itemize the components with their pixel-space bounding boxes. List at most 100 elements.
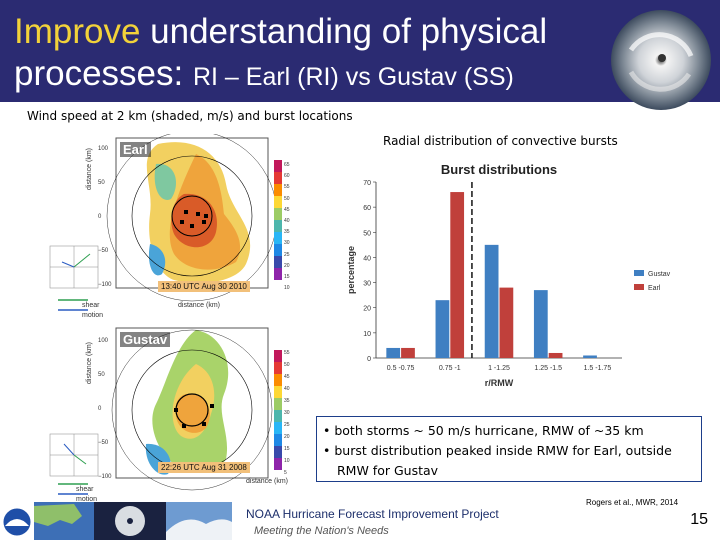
legend-swatch-gustav: [634, 270, 644, 276]
gustav-wind-plot: [49, 327, 282, 495]
earl-timestamp: 13:40 UTC Aug 30 2010: [158, 281, 250, 292]
gustav-colorbar-tick: 20: [284, 434, 290, 440]
earl-colorbar-tick: 25: [284, 251, 290, 258]
y-tick-label: 20: [363, 306, 371, 313]
bar-earl: [450, 192, 465, 358]
earl-y-tick: −100: [98, 282, 112, 288]
footer-image-strip: [0, 502, 232, 540]
bar-gustav: [435, 300, 450, 358]
slide-title-line1: Improve understanding of physical: [14, 12, 547, 52]
gustav-x-label: distance (km): [246, 478, 289, 485]
earl-y-tick: 100: [98, 146, 109, 152]
earl-panel: Earl 13:40 UTC Aug 30 2010 shear motion …: [46, 130, 346, 324]
gustav-title: Gustav: [120, 332, 171, 347]
gustav-timestamp: 22:26 UTC Aug 31 2008: [158, 462, 250, 473]
legend-label-gustav: Gustav: [648, 271, 671, 278]
y-tick-label: 0: [367, 356, 371, 363]
bar-gustav: [386, 347, 401, 358]
gustav-colorbar-tick: 45: [284, 374, 290, 380]
x-tick-label: 0.5 -0.75: [387, 365, 415, 372]
y-tick-label: 10: [363, 331, 371, 338]
gustav-colorbar-tick: 25: [284, 422, 290, 428]
gustav-y-tick: −100: [98, 474, 112, 480]
earl-colorbar-tick: 20: [284, 262, 290, 269]
footer-project: NOAA Hurricane Forecast Improvement Proj…: [246, 507, 499, 521]
gustav-y-tick: 100: [98, 338, 109, 344]
bar-earl: [401, 347, 415, 358]
earl-colorbar-tick: 15: [284, 274, 290, 280]
earl-shear-label: shear: [82, 302, 100, 309]
gustav-motion-label: motion: [76, 496, 98, 503]
earl-colorbar-tick: 50: [284, 195, 290, 202]
earl-colorbar-tick: 55: [284, 184, 290, 191]
y-tick-label: 50: [363, 230, 371, 237]
burst-distribution-chart: Burst distributions 0 10 20 30 40 50 60 70 percen…: [346, 162, 671, 388]
gustav-colorbar-tick: 55: [284, 350, 290, 356]
legend-swatch-earl: [634, 284, 644, 290]
earl-motion-label: motion: [82, 312, 104, 319]
x-tick-label: 1 -1.25: [488, 365, 510, 372]
earl-colorbar-tick: 10: [284, 285, 290, 292]
earl-colorbar-tick: 35: [284, 229, 290, 236]
bar-gustav: [583, 355, 597, 358]
bullet-2-continued: RMW for Gustav: [337, 463, 439, 478]
gulf-map-thumbnail-icon: [34, 502, 94, 540]
earl-colorbar-tick: 45: [284, 206, 290, 213]
wind-caption: Wind speed at 2 km (shaded, m/s) and bur…: [27, 109, 353, 123]
y-tick-label: 40: [363, 255, 371, 262]
gustav-colorbar-tick: 30: [284, 410, 290, 416]
gustav-shear-label: shear: [76, 486, 94, 493]
bullet-2: • burst distribution peaked inside RMW f…: [323, 443, 672, 458]
gustav-colorbar-tick: 50: [284, 362, 290, 368]
earl-colorbar-tick: 60: [284, 173, 290, 180]
earl-y-tick: 50: [98, 180, 105, 186]
bar-gustav: [533, 290, 548, 358]
gustav-colorbar-tick: 10: [284, 458, 290, 464]
gustav-y-label: distance (km): [86, 341, 93, 384]
legend-label-earl: Earl: [648, 285, 661, 292]
earl-y-label: distance (km): [86, 147, 93, 190]
bullet-1: • both storms ~ 50 m/s hurricane, RMW of…: [323, 423, 644, 438]
earl-colorbar-tick: 30: [284, 240, 290, 247]
gustav-y-tick: 0: [98, 406, 102, 412]
gustav-panel: Gustav 22:26 UTC Aug 31 2008 shear motio…: [46, 324, 346, 504]
hurricane-satellite-icon: [611, 10, 711, 110]
earl-x-label: distance (km): [178, 302, 221, 309]
y-tick-label: 30: [363, 281, 371, 288]
y-tick-label: 60: [363, 205, 371, 212]
y-axis-label: percentage: [346, 246, 356, 294]
earl-y-tick: 0: [98, 214, 102, 220]
footer-tagline: Meeting the Nation's Needs: [254, 525, 389, 537]
x-axis-label: r/RMW: [485, 378, 514, 388]
gustav-colorbar-tick: 35: [284, 398, 290, 404]
gustav-y-tick: −50: [98, 440, 109, 446]
gustav-y-tick: 50: [98, 372, 105, 378]
earl-title: Earl: [120, 142, 151, 157]
title-rest: understanding of physical: [140, 12, 548, 51]
bar-earl: [499, 287, 514, 358]
gustav-colorbar-tick: 40: [284, 386, 290, 392]
x-tick-label: 0.75 -1: [439, 365, 461, 372]
hurricane-thumbnail-icon: [94, 502, 166, 540]
citation: Rogers et al., MWR, 2014: [586, 498, 679, 507]
earl-colorbar-tick: 65: [284, 162, 290, 168]
summary-box: • both storms ~ 50 m/s hurricane, RMW of…: [316, 416, 702, 482]
cloud-thumbnail-icon: [166, 502, 232, 540]
title-line2-main: processes:: [14, 54, 193, 93]
earl-colorbar-tick: 40: [284, 218, 290, 224]
gustav-colorbar-tick: 15: [284, 446, 290, 452]
y-tick-label: 70: [363, 180, 371, 187]
x-tick-label: 1.5 -1.75: [584, 365, 612, 372]
title-line2-sub: RI – Earl (RI) vs Gustav (SS): [192, 63, 514, 91]
chart-title: Burst distributions: [441, 162, 557, 177]
page-number: 15: [690, 511, 708, 528]
title-banner: Improve understanding of physical proces…: [0, 0, 720, 102]
earl-y-tick: −50: [98, 248, 109, 254]
earl-wind-plot: [49, 130, 282, 311]
gustav-colorbar-tick: 5: [284, 470, 287, 476]
slide-title-line2: processes: RI – Earl (RI) vs Gustav (SS): [14, 54, 514, 97]
x-tick-label: 1.25 -1.5: [534, 365, 562, 372]
noaa-logo-icon: [2, 507, 32, 537]
bar-gustav: [484, 244, 499, 358]
radial-caption: Radial distribution of convective bursts: [383, 134, 618, 148]
